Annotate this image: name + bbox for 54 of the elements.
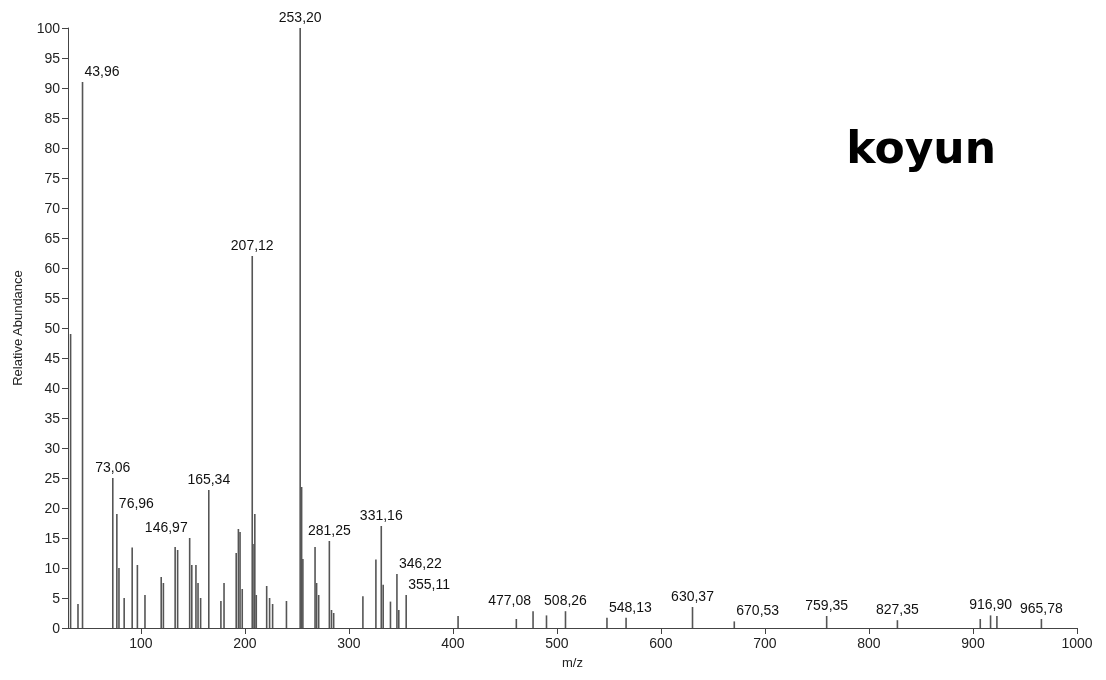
annotation: 670,53	[736, 602, 780, 619]
x-tick-label: 1000	[1061, 635, 1093, 651]
y-tick-label: 65	[44, 230, 61, 246]
y-tick-label: 100	[36, 20, 61, 36]
x-tick-label: 200	[233, 635, 257, 651]
y-tick-label: 25	[44, 470, 61, 486]
annotation: 165,34	[187, 471, 231, 487]
x-tick-label: 100	[129, 635, 153, 651]
annotation: 331,16	[359, 507, 403, 523]
x-tick-label: 800	[857, 635, 881, 651]
y-tick-label: 75	[44, 170, 61, 186]
y-tick-label: 35	[44, 410, 61, 426]
x-tick-label: 400	[441, 635, 465, 651]
x-tick-label: 600	[649, 635, 673, 651]
annotation: 548,13	[608, 598, 652, 615]
y-tick-label: 60	[44, 260, 61, 276]
x-tick-label: 700	[753, 635, 777, 651]
annotation: 630,37	[671, 588, 715, 604]
annotation: 965,78	[1019, 600, 1064, 616]
y-tick-label: 0	[52, 620, 61, 636]
y-tick-label: 95	[44, 50, 61, 66]
annotation: 355,11	[408, 576, 451, 592]
y-tick-label: 90	[44, 80, 61, 96]
x-tick-label: 500	[545, 635, 569, 651]
y-tick-label: 5	[52, 590, 61, 606]
y-tick-label: 55	[44, 290, 61, 306]
y-axis-title: Relative Abundance	[10, 270, 25, 386]
y-tick-label: 85	[44, 110, 61, 126]
x-tick-label: 900	[961, 635, 985, 651]
annotation: 146,97	[144, 519, 188, 535]
annotation: 76,96	[118, 495, 155, 511]
annotation: 281,25	[307, 522, 351, 538]
annotation: 508,26	[544, 592, 588, 609]
annotation: 477,08	[488, 592, 532, 609]
y-tick-label: 50	[44, 320, 61, 336]
y-tick-label: 80	[44, 140, 61, 156]
annotation: 346,22	[398, 555, 442, 571]
annotation: 207,12	[230, 237, 274, 253]
annotation: 916,90	[969, 596, 1013, 613]
x-tick-label: 300	[337, 635, 361, 651]
y-tick-label: 70	[44, 200, 61, 216]
y-tick-label: 45	[44, 350, 61, 366]
annotation: 253,20	[278, 9, 322, 25]
y-tick-label: 30	[44, 440, 61, 456]
y-tick-label: 40	[44, 380, 61, 396]
annotation: 759,35	[805, 597, 849, 613]
annotation: 827,35	[875, 601, 920, 618]
y-tick-label: 20	[44, 500, 61, 516]
y-tick-label: 10	[44, 560, 61, 576]
y-tick-label: 15	[44, 530, 61, 546]
annotation: 73,06	[95, 459, 131, 475]
x-axis-title: m/z	[562, 655, 583, 670]
annotation: 43,96	[84, 63, 120, 79]
annotation: koyun	[846, 121, 996, 173]
